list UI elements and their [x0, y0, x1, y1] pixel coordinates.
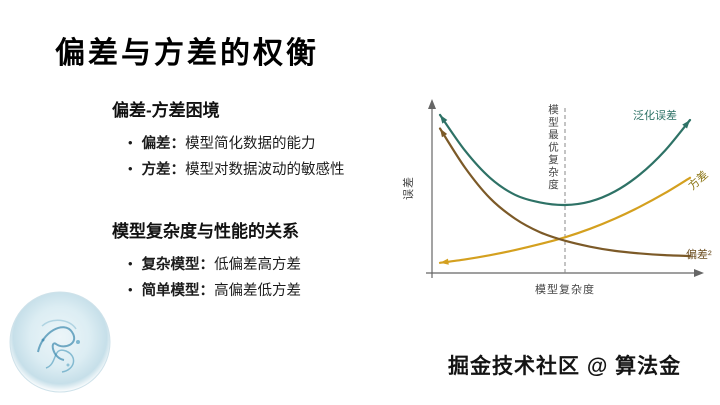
- bullet-term: 复杂模型：: [141, 257, 215, 273]
- bias-variance-chart: 误差 模型复杂度 模型最优复杂度 泛化误差 方差 偏差²: [400, 88, 712, 308]
- bullet-simple-model: 简单模型：高偏差低方差: [128, 279, 302, 300]
- bullet-text: 模型对数据波动的敏感性: [185, 162, 345, 178]
- y-axis-label: 误差: [403, 176, 415, 200]
- bullet-term: 偏差：: [141, 136, 186, 152]
- bullet-text: 低偏差高方差: [214, 257, 302, 273]
- bullet-term: 简单模型：: [141, 283, 215, 299]
- x-axis-arrow-icon: [694, 269, 704, 277]
- bullet-bias-definition: 偏差：模型简化数据的能力: [128, 132, 316, 153]
- watermark-text: 掘金技术社区 @ 算法金: [448, 355, 682, 378]
- section-heading-dilemma: 偏差-方差困境: [112, 101, 220, 120]
- series-curve-2: [438, 127, 692, 258]
- page-title: 偏差与方差的权衡: [55, 37, 319, 70]
- y-axis-arrow-icon: [428, 99, 436, 109]
- series-label-bias-squared: 偏差²: [686, 249, 712, 261]
- curve-arrow-icon: [440, 128, 448, 138]
- bullet-text: 高偏差低方差: [214, 283, 302, 299]
- bullet-text: 模型简化数据的能力: [185, 136, 316, 152]
- bullet-variance-definition: 方差：模型对数据波动的敏感性: [128, 158, 345, 179]
- x-axis-label: 模型复杂度: [535, 284, 595, 296]
- bullet-complex-model: 复杂模型：低偏差高方差: [128, 253, 302, 274]
- curve-arrow-icon: [440, 258, 449, 265]
- bullet-term: 方差：: [141, 162, 186, 178]
- series-curve-0: [438, 113, 692, 207]
- decorative-ink-image: [8, 290, 112, 394]
- section-heading-complexity: 模型复杂度与性能的关系: [112, 222, 299, 241]
- optimal-complexity-label: 模型最优复杂度: [547, 104, 559, 192]
- series-label-generalization-error: 泛化误差: [633, 110, 677, 122]
- series-curve-1: [438, 176, 692, 264]
- chart-canvas: [426, 99, 704, 278]
- curve-arrow-icon: [682, 120, 690, 129]
- curve-arrow-icon: [440, 114, 448, 124]
